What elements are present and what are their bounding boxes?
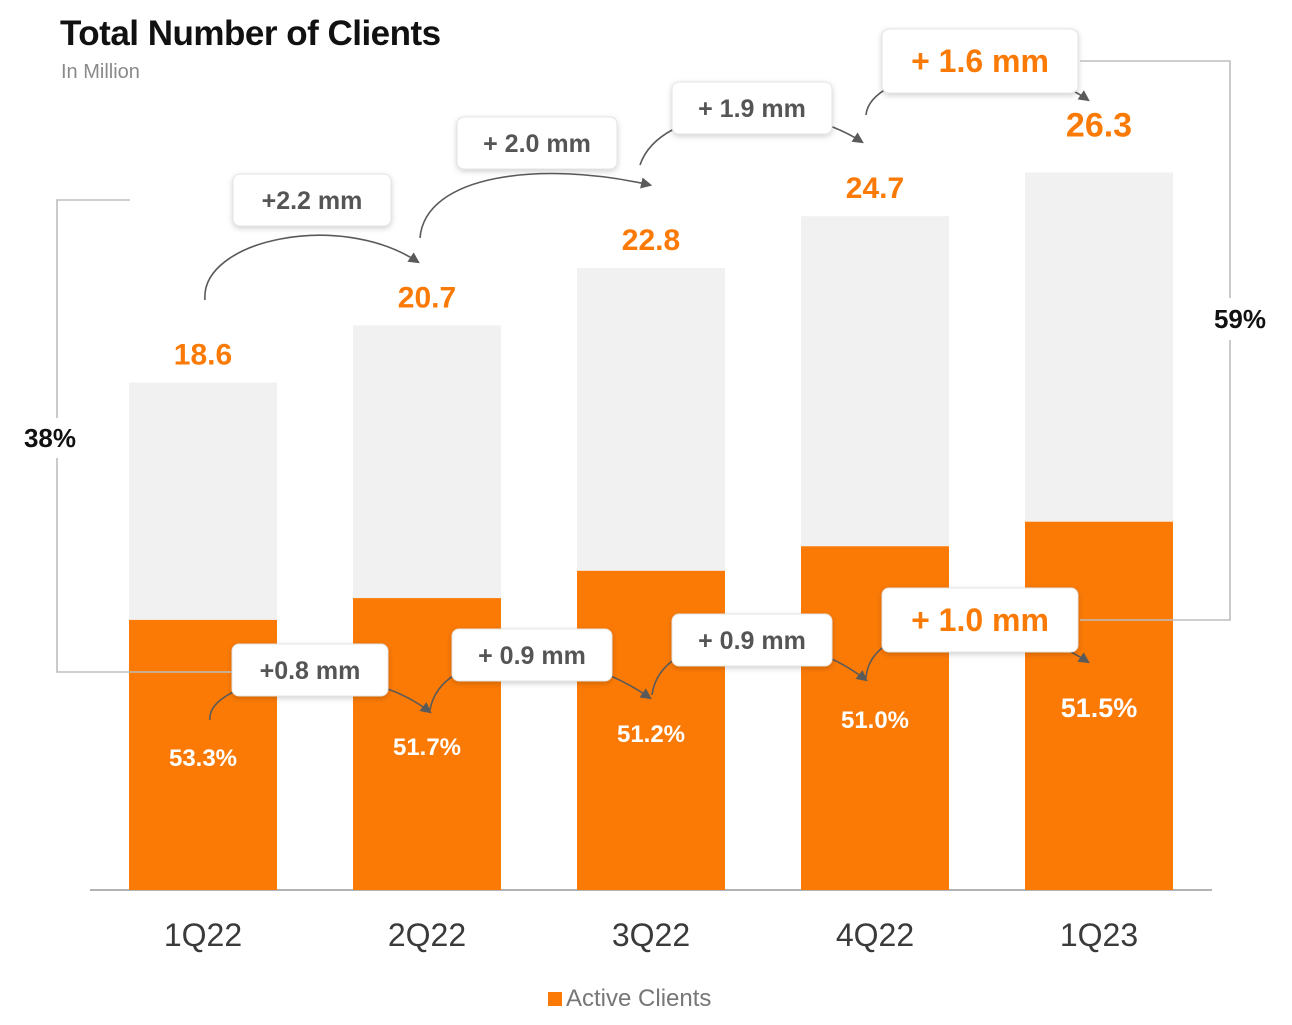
chart-title: Total Number of Clients <box>60 14 441 53</box>
active-growth-callout-1: +0.8 mm <box>260 657 361 685</box>
active-growth-callout-3-box <box>671 613 833 667</box>
total-growth-callout-1: +2.2 mm <box>262 187 363 215</box>
yoy-label-left-bg <box>14 418 88 458</box>
chart-legend: Active Clients <box>548 985 711 1013</box>
x-tick-3Q22: 3Q22 <box>612 917 690 953</box>
active-growth-callout-4-box <box>881 587 1079 653</box>
chart-subtitle: In Million <box>61 61 140 83</box>
total-label-2Q22: 20.7 <box>398 281 456 314</box>
yoy-bracket-right <box>1080 60 1231 621</box>
legend-swatch-active-clients <box>548 992 562 1006</box>
active-pct-label-3Q22: 51.2% <box>617 721 685 748</box>
total-growth-callout-2: + 2.0 mm <box>483 130 591 158</box>
active-pct-label-1Q23: 51.5% <box>1061 693 1138 723</box>
x-tick-1Q23: 1Q23 <box>1060 917 1138 953</box>
yoy-active-growth-label: 38% <box>24 423 76 453</box>
total-growth-callout-4: + 1.6 mm <box>911 43 1049 79</box>
x-tick-1Q22: 1Q22 <box>164 917 242 953</box>
total-label-3Q22: 22.8 <box>622 224 680 257</box>
total-label-1Q22: 18.6 <box>174 339 232 372</box>
total-growth-callout-3: + 1.9 mm <box>698 95 806 123</box>
active-growth-callout-3: + 0.9 mm <box>698 627 806 655</box>
active-pct-label-4Q22: 51.0% <box>841 707 909 734</box>
x-tick-2Q22: 2Q22 <box>388 917 466 953</box>
active-growth-callout-2-box <box>451 628 613 682</box>
legend-label-active-clients: Active Clients <box>566 985 712 1012</box>
active-pct-label-1Q22: 53.3% <box>169 745 237 772</box>
yoy-label-right-bg <box>1200 298 1276 340</box>
total-growth-callout-4-box <box>881 28 1079 94</box>
yoy-total-growth-label: 59% <box>1214 304 1266 334</box>
total-growth-arrow-2 <box>419 172 653 239</box>
active-growth-callout-2: + 0.9 mm <box>478 642 586 670</box>
active-growth-callout-1-box <box>231 643 389 697</box>
active-growth-callout-4: + 1.0 mm <box>911 602 1049 638</box>
bar-chart: +2.2 mm + 2.0 mm + 1.9 mm + 1.6 mm +0.8 mm + … <box>14 28 1276 953</box>
bar-active-1Q23 <box>1025 521 1173 890</box>
total-growth-callout-2-box <box>456 116 618 170</box>
total-growth-callout-3-box <box>671 81 833 135</box>
x-tick-4Q22: 4Q22 <box>836 917 914 953</box>
active-pct-label-2Q22: 51.7% <box>393 734 461 761</box>
total-growth-callout-1-box <box>232 173 392 227</box>
total-label-4Q22: 24.7 <box>846 172 904 205</box>
total-label-1Q23: 26.3 <box>1066 107 1132 145</box>
total-growth-arrow-1 <box>204 234 420 301</box>
